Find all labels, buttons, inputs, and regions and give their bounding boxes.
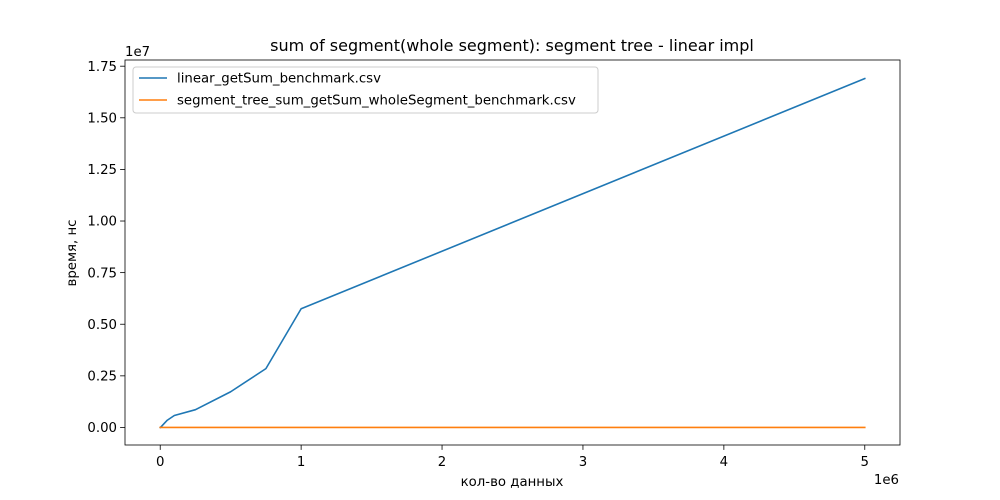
y-tick-label: 0.50 xyxy=(87,318,117,333)
x-tick-label: 3 xyxy=(579,455,587,470)
y-tick-label: 0.75 xyxy=(87,266,117,281)
axes-frame xyxy=(124,59,901,446)
legend-box xyxy=(132,66,599,114)
x-tick-label: 0 xyxy=(156,455,164,470)
x-axis-label: кол-во данных xyxy=(461,475,564,490)
y-tick-label: 0.00 xyxy=(87,421,117,436)
x-tick-label: 4 xyxy=(720,455,728,470)
y-tick-label: 1.25 xyxy=(87,163,117,178)
y-tick-label: 1.75 xyxy=(87,60,117,75)
x-tick-label: 2 xyxy=(438,455,446,470)
plot-area: 0 1 2 3 4 5 0.00 0.25 0.50 0.75 1.00 1.25 1.50 1.75 li… xyxy=(87,59,901,470)
x-multiplier-label: 1e6 xyxy=(874,473,899,488)
legend-label-1: linear_getSum_benchmark.csv xyxy=(177,72,381,87)
y-multiplier-label: 1e7 xyxy=(125,45,150,60)
y-tick-label: 0.25 xyxy=(87,370,117,385)
legend-label-2: segment_tree_sum_getSum_wholeSegment_ben… xyxy=(177,94,576,109)
x-tick-label: 5 xyxy=(861,455,869,470)
y-tick-label: 1.00 xyxy=(87,215,117,230)
chart-title: sum of segment(whole segment): segment t… xyxy=(270,36,754,55)
x-tick-label: 1 xyxy=(297,455,305,470)
y-tick-label: 1.50 xyxy=(87,112,117,127)
y-axis-label: время, нс xyxy=(65,220,80,287)
series-line-1 xyxy=(159,77,866,429)
